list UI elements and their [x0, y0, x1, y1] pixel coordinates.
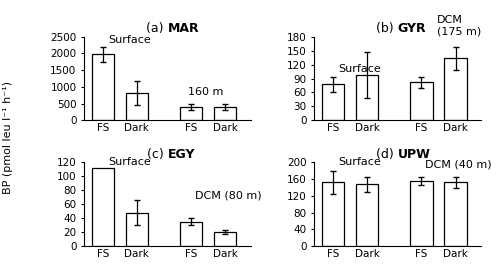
Text: DCM (40 m): DCM (40 m) — [425, 159, 491, 170]
Text: Surface: Surface — [338, 64, 381, 74]
Bar — [214, 232, 236, 246]
Bar — [410, 82, 433, 121]
Text: DCM
(175 m): DCM (175 m) — [437, 15, 481, 37]
Bar — [92, 168, 114, 246]
Text: GYR: GYR — [398, 22, 426, 35]
Bar — [92, 54, 114, 121]
Text: 160 m: 160 m — [188, 87, 223, 97]
Text: Surface: Surface — [108, 35, 151, 45]
Text: Surface: Surface — [108, 156, 151, 167]
Bar — [126, 213, 148, 246]
Bar — [322, 84, 344, 121]
Text: (b): (b) — [376, 22, 398, 35]
Bar — [180, 222, 202, 246]
Text: BP (pmol leu l⁻¹ h⁻¹): BP (pmol leu l⁻¹ h⁻¹) — [3, 81, 13, 193]
Bar — [126, 93, 148, 121]
Text: UPW: UPW — [398, 148, 431, 161]
Text: (d): (d) — [376, 148, 398, 161]
Bar — [445, 58, 467, 121]
Text: (c): (c) — [147, 148, 167, 161]
Bar — [322, 182, 344, 246]
Bar — [214, 107, 236, 121]
Text: Surface: Surface — [338, 157, 381, 167]
Text: EGY: EGY — [167, 148, 195, 161]
Bar — [410, 181, 433, 246]
Bar — [356, 75, 378, 121]
Bar — [445, 182, 467, 246]
Bar — [180, 107, 202, 121]
Text: DCM (80 m): DCM (80 m) — [195, 191, 262, 201]
Text: MAR: MAR — [167, 22, 199, 35]
Text: (a): (a) — [146, 22, 167, 35]
Bar — [356, 184, 378, 246]
